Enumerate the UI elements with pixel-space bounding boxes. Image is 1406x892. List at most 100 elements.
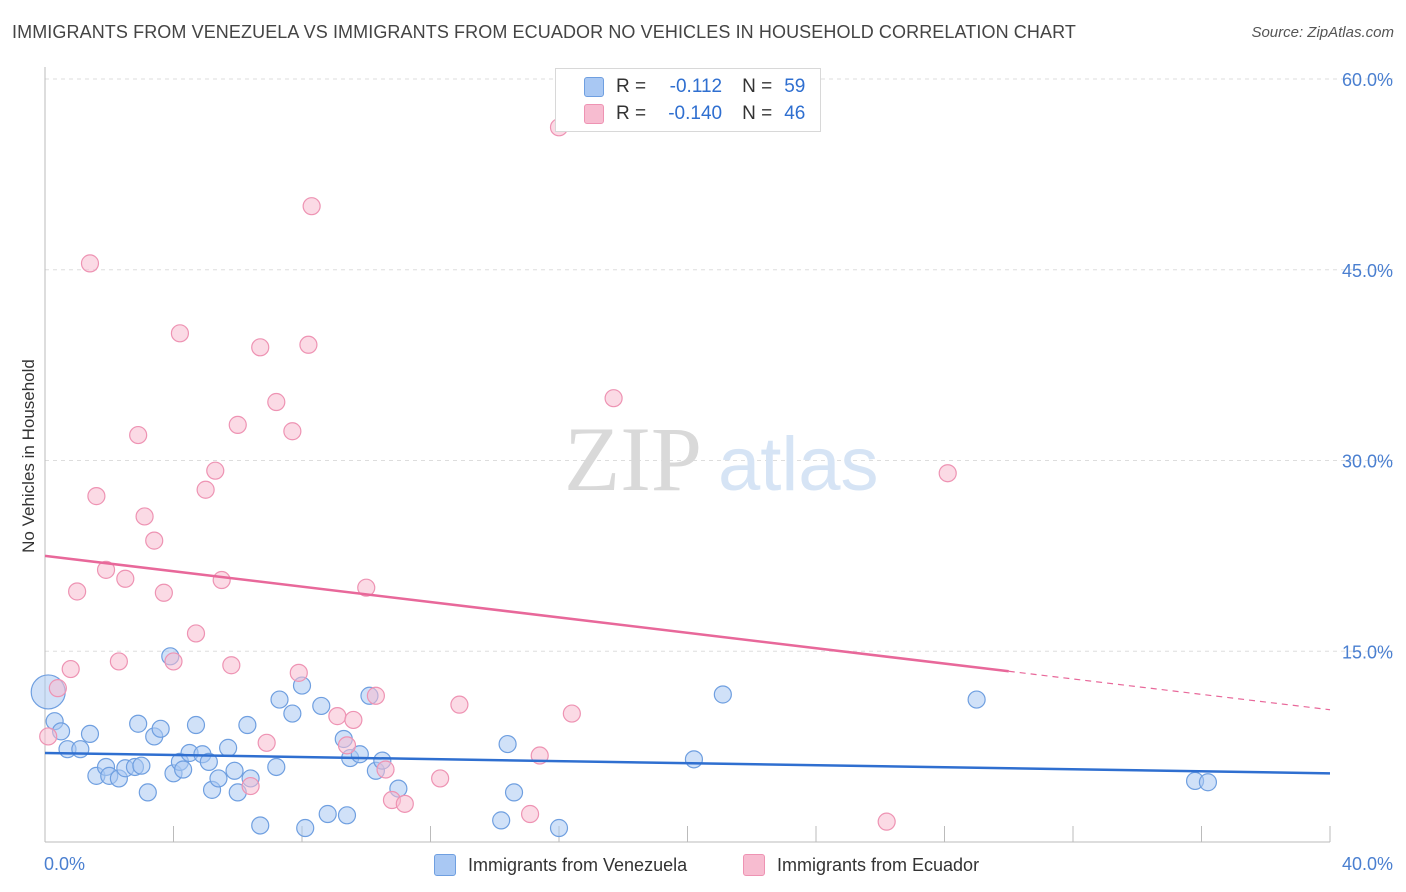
x-tick-label: 40.0%: [1342, 854, 1393, 874]
ecuador-point: [87, 487, 106, 506]
venezuela-point: [174, 760, 193, 779]
ecuador-point: [80, 254, 100, 273]
legend-n-value: 59: [784, 76, 806, 97]
watermark-zip: ZIP: [564, 408, 702, 510]
ecuador-point: [212, 570, 231, 590]
series-ecuador-points: [39, 118, 957, 831]
ecuador-point: [68, 582, 87, 601]
ecuador-point: [283, 422, 302, 441]
venezuela-point: [283, 704, 302, 723]
venezuela-point: [225, 761, 244, 780]
venezuela-point: [80, 724, 100, 744]
venezuela-point: [713, 685, 732, 704]
venezuela-point: [186, 715, 206, 735]
venezuela-point: [129, 714, 148, 733]
ecuador-point: [186, 624, 206, 643]
ecuador-point: [302, 197, 321, 216]
y-tick-label: 60.0%: [1342, 70, 1393, 90]
venezuela-point: [549, 818, 569, 838]
chart-title: IMMIGRANTS FROM VENEZUELA VS IMMIGRANTS …: [12, 22, 1076, 42]
venezuela-point: [296, 818, 315, 838]
y-tick-label: 30.0%: [1342, 452, 1393, 472]
venezuela-point: [337, 806, 357, 825]
venezuela-point: [151, 719, 170, 738]
trend-line-ecuador: [44, 554, 1009, 673]
bottom-legend-label-venezuela: Immigrants from Venezuela: [468, 854, 688, 875]
venezuela-point: [318, 804, 337, 824]
ecuador-point: [109, 652, 128, 671]
ecuador-point: [222, 656, 241, 675]
legend-r-value: -0.112: [669, 76, 723, 97]
ecuador-point: [145, 531, 164, 550]
trend-line-venezuela: [44, 751, 1331, 775]
ecuador-point: [164, 652, 183, 671]
bottom-legend-ecuador: Immigrants from Ecuador: [743, 852, 979, 878]
venezuela-point: [270, 690, 289, 709]
ecuador-point: [344, 710, 363, 730]
venezuela-point: [71, 740, 90, 759]
tick-labels: 15.0% 30.0% 45.0% 60.0% 0.0% 40.0%: [44, 70, 1393, 874]
ecuador-point: [257, 733, 276, 752]
venezuela-point: [492, 811, 511, 830]
y-tick-label: 45.0%: [1342, 261, 1393, 281]
venezuela-point: [238, 715, 257, 735]
ecuador-point: [337, 736, 357, 755]
ecuador-point: [228, 415, 247, 434]
ecuador-point: [196, 480, 215, 499]
ecuador-point: [366, 686, 385, 705]
ecuador-point: [520, 804, 540, 824]
legend-r-value: -0.140: [668, 103, 723, 124]
bottom-legend-label-ecuador: Immigrants from Ecuador: [777, 854, 980, 875]
venezuela-point: [1198, 773, 1218, 792]
legend-r-label: R =: [616, 103, 647, 124]
legend-swatch-venezuela: [584, 77, 604, 97]
ecuador-point: [251, 338, 270, 357]
ecuador-point: [48, 679, 67, 698]
venezuela-point: [967, 690, 986, 709]
x-tick-label: 0.0%: [44, 854, 85, 874]
ecuador-point: [96, 560, 116, 579]
ecuador-point: [395, 794, 414, 813]
ecuador-point: [357, 578, 376, 597]
ecuador-point: [289, 663, 308, 682]
ecuador-point: [938, 464, 957, 483]
bottom-legend-venezuela: Immigrants from Venezuela: [434, 852, 687, 878]
venezuela-point: [132, 756, 151, 775]
ecuador-point: [431, 769, 450, 788]
watermark-atlas: atlas: [718, 422, 879, 507]
y-tick-label: 15.0%: [1342, 642, 1393, 662]
venezuela-point: [219, 738, 238, 757]
legend-n-label: N =: [742, 76, 773, 97]
watermark: ZIP atlas: [564, 408, 879, 510]
trend-lines: [44, 554, 1331, 775]
bottom-legend-swatch-ecuador: [743, 854, 765, 876]
ecuador-point: [299, 335, 318, 354]
venezuela-point: [312, 696, 331, 716]
venezuela-point: [267, 757, 286, 777]
ecuador-point: [116, 569, 135, 588]
ecuador-point: [61, 659, 80, 679]
ecuador-point: [154, 583, 173, 602]
ecuador-point: [562, 704, 581, 723]
venezuela-point: [209, 769, 228, 788]
legend: R = -0.112 N = 59 R = -0.140 N = 46: [555, 68, 821, 132]
ecuador-point: [450, 695, 469, 714]
ecuador-point: [206, 461, 225, 480]
ecuador-point: [39, 727, 58, 746]
source-label: Source: ZipAtlas.com: [1251, 24, 1394, 41]
series-venezuela-points: [30, 647, 1218, 838]
ecuador-point: [376, 760, 395, 779]
ecuador-point: [170, 324, 190, 343]
ecuador-point: [604, 389, 623, 408]
gridlines: [45, 78, 1395, 652]
ecuador-point: [241, 776, 260, 796]
legend-row-venezuela: R = -0.112 N = 59: [556, 73, 805, 101]
venezuela-point: [684, 750, 704, 769]
bottom-legend-swatch-venezuela: [434, 854, 456, 876]
ecuador-point: [877, 812, 896, 831]
ecuador-point: [135, 507, 154, 526]
venezuela-point: [138, 783, 157, 802]
venezuela-point: [251, 816, 270, 835]
ecuador-point: [328, 707, 347, 726]
legend-r-label: R =: [616, 76, 647, 97]
